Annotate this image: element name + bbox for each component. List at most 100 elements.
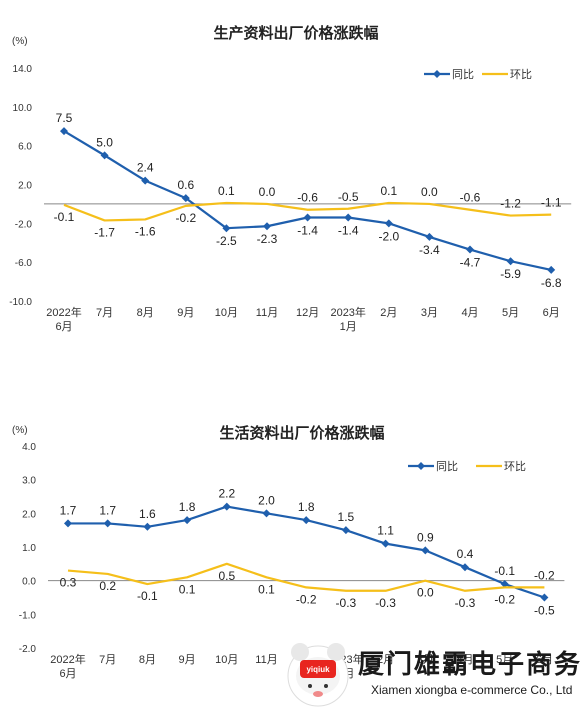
y-unit-label: (%) [12, 36, 28, 47]
data-label: -6.8 [541, 276, 562, 290]
data-label: 2.0 [258, 493, 275, 507]
data-point [344, 213, 353, 222]
data-label: -1.7 [94, 225, 115, 239]
x-tick-label: 11月 [255, 654, 277, 666]
data-label: 0.2 [99, 579, 116, 593]
data-point [461, 563, 469, 572]
data-point [341, 526, 350, 535]
data-point [183, 516, 192, 525]
data-label: 2.4 [137, 161, 154, 175]
logo-text: yiqiuk [306, 665, 330, 674]
data-point [506, 257, 515, 266]
x-tick-label: 4月 [461, 307, 478, 319]
data-label: 0.0 [417, 586, 434, 600]
x-tick-label: 5月 [496, 654, 513, 666]
data-point [222, 224, 231, 233]
x-tick-label: 3月 [421, 307, 438, 319]
legend-label: 同比 [452, 68, 474, 81]
x-tick-label: 7月 [96, 307, 113, 319]
x-tick-label: 2022年 [46, 305, 81, 319]
data-label: -0.2 [296, 592, 317, 606]
x-tick-label: 2月 [377, 654, 394, 666]
data-label: -0.6 [297, 191, 318, 205]
y-tick-label: 6.0 [18, 142, 32, 153]
data-label: -2.3 [257, 232, 278, 246]
data-point [262, 509, 271, 518]
data-label: 0.1 [258, 582, 275, 596]
data-label: 0.4 [457, 547, 474, 561]
data-label: -3.4 [419, 243, 440, 257]
data-point [466, 245, 474, 254]
x-tick-label: 1月 [340, 321, 357, 333]
data-point [103, 519, 112, 528]
data-label: 1.7 [60, 503, 77, 517]
company-watermark: yiqiuk 厦门雄霸电子商务 Xiamen xiongba e-commerc… [287, 643, 580, 707]
data-label: -0.2 [534, 568, 555, 582]
y-tick-label: 2.0 [18, 181, 32, 192]
data-label: -1.2 [500, 197, 521, 211]
data-point [500, 580, 509, 589]
data-point [384, 219, 393, 228]
data-label: 1.8 [179, 500, 196, 514]
series-line-mom [67, 562, 545, 592]
data-label: -4.7 [460, 256, 481, 270]
data-label: 7.5 [56, 111, 73, 125]
data-point [222, 502, 231, 511]
x-tick-label: 2023年 [330, 305, 365, 319]
y-tick-label: 1.0 [22, 543, 36, 554]
data-label: 0.0 [259, 185, 276, 199]
data-label: -1.4 [297, 224, 318, 238]
data-point [143, 522, 152, 531]
data-label: 0.1 [380, 184, 397, 198]
x-tick-label: 6月 [59, 668, 76, 680]
data-label: -0.6 [460, 191, 481, 205]
x-tick-label: 8月 [139, 654, 156, 666]
x-tick-label: 6月 [543, 307, 560, 319]
data-point [302, 516, 311, 525]
y-tick-label: -2.0 [19, 644, 37, 655]
x-tick-label: 4月 [456, 654, 473, 666]
x-tick-label: 10月 [215, 307, 238, 319]
data-point [60, 127, 68, 136]
x-tick-label: 12月 [296, 307, 319, 319]
legend-marker [417, 462, 425, 470]
data-label: -0.3 [336, 596, 357, 610]
data-label: 1.8 [298, 500, 315, 514]
y-tick-label: -6.0 [15, 258, 33, 269]
legend-label: 环比 [504, 460, 526, 473]
data-label: -2.5 [216, 234, 237, 248]
data-label: 1.7 [99, 503, 116, 517]
y-axis: 14.0 10.0 6.0 2.0 -2.0 -6.0 -10.0 [9, 64, 572, 308]
data-label: -0.3 [375, 596, 396, 610]
data-label: -0.1 [137, 589, 158, 603]
data-point [381, 539, 390, 548]
data-label: -0.3 [455, 596, 476, 610]
data-point [64, 519, 72, 528]
y-tick-label: -1.0 [19, 610, 37, 621]
data-point [141, 176, 150, 185]
data-label: 0.1 [179, 582, 196, 596]
y-tick-label: 3.0 [22, 476, 36, 487]
series-lines [64, 502, 549, 602]
y-tick-label: 14.0 [13, 64, 33, 75]
y-unit-label: (%) [12, 425, 28, 436]
data-label: -0.2 [494, 592, 515, 606]
data-label: -0.5 [338, 190, 359, 204]
data-point [540, 593, 549, 602]
data-label: 1.1 [377, 524, 394, 538]
data-label: 0.0 [421, 185, 438, 199]
series-lines [60, 127, 556, 274]
data-labels: 7.5 5.0 2.4 0.6 -2.5 -2.3 -1.4 -1.4 -2.0 -3.4 -4.7… [54, 111, 562, 290]
data-label: 0.6 [177, 178, 194, 192]
data-label: 1.6 [139, 507, 156, 521]
legend: 同比 环比 [424, 68, 532, 81]
chart-producer-goods: 生产资料出厂价格涨跌幅 (%) 14.0 10.0 6.0 2.0 -2.0 -6.0 -1… [9, 24, 572, 333]
data-label: 1.5 [338, 510, 355, 524]
data-point [181, 194, 190, 203]
data-label: 0.3 [60, 576, 77, 590]
x-tick-label: 11月 [256, 307, 278, 319]
legend-label: 同比 [436, 460, 458, 473]
x-tick-label: 2月 [380, 307, 397, 319]
x-tick-label: 6月 [55, 321, 72, 333]
